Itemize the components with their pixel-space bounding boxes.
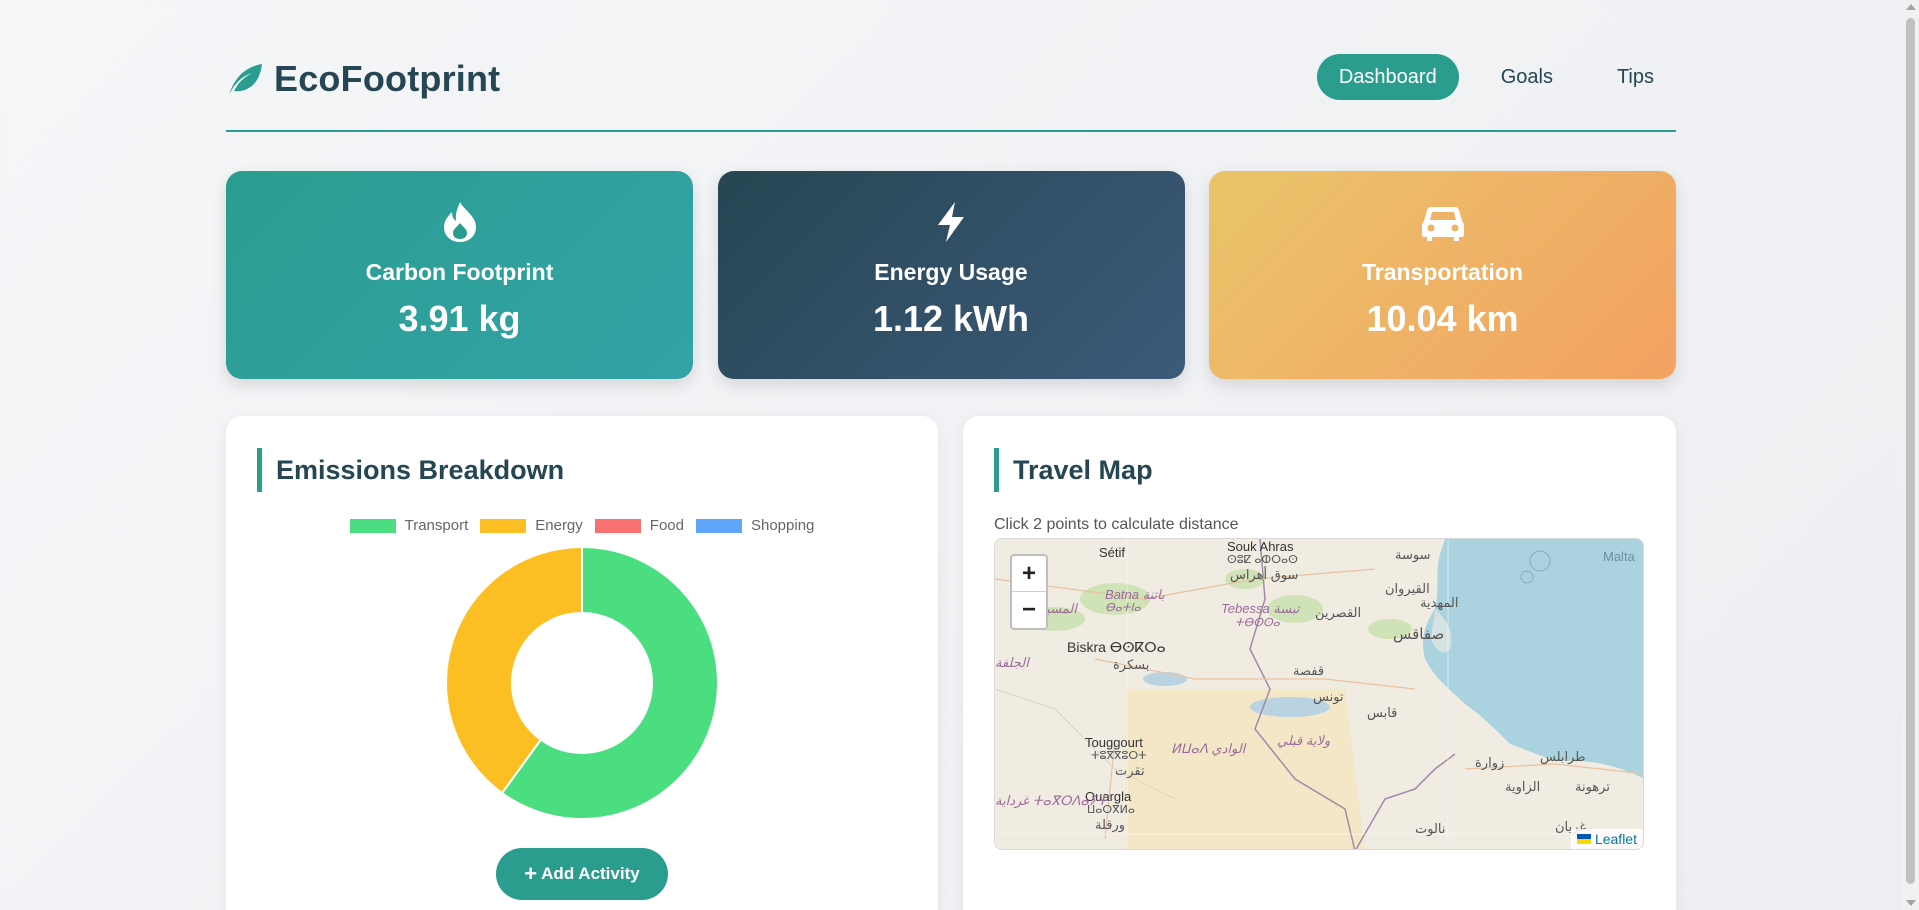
nav-dashboard[interactable]: Dashboard: [1316, 54, 1459, 100]
plus-icon: +: [524, 861, 538, 886]
card-value: 1.12 kWh: [872, 298, 1030, 339]
zoom-in-button[interactable]: +: [1012, 556, 1046, 592]
card-label: Energy Usage: [874, 259, 1028, 285]
map-label: سوق أهراس: [1230, 567, 1299, 582]
map-label: القصرين: [1315, 605, 1362, 620]
map-label: ⴱⴰⵜⵏⴰ: [1105, 602, 1141, 614]
map-label: بسكرة: [1113, 657, 1150, 672]
emissions-donut-chart: [445, 546, 719, 820]
legend-item[interactable]: Food: [594, 517, 684, 534]
header: EcoFootprint Dashboard Goals Tips: [226, 48, 1676, 132]
legend-swatch: [594, 518, 641, 533]
scroll-thumb[interactable]: [1906, 18, 1915, 884]
legend-item[interactable]: Energy: [480, 517, 583, 534]
map-label: ⵍⵡⴰⴷ الوادي: [1171, 741, 1246, 756]
bolt-icon: [718, 201, 1185, 243]
map-label: ⵜⵓⴳⴳⵓⵔⵜ: [1091, 750, 1147, 762]
emissions-title: Emissions Breakdown: [257, 448, 564, 492]
chart-legend: Transport Energy Food Shopping: [226, 517, 938, 534]
map-label: تقرت: [1115, 763, 1145, 778]
travel-map-title: Travel Map: [994, 448, 1153, 492]
scrollbar[interactable]: [1902, 0, 1919, 910]
legend-swatch: [480, 518, 527, 533]
map-label: غرداية ⵜⴰⴳⵔⴷⴰⵢⵜ: [995, 793, 1107, 808]
emissions-panel: Emissions Breakdown Transport Energy Food S…: [226, 416, 938, 910]
map-label: المهدية: [1420, 595, 1459, 610]
add-activity-label: Add Activity: [541, 864, 640, 883]
donut-slice-transport[interactable]: [500, 546, 719, 820]
map-label: زوارة: [1475, 755, 1505, 770]
legend-label: Transport: [404, 517, 469, 534]
map-label: الزاوية: [1505, 779, 1541, 794]
map-label: ترهونة: [1575, 779, 1610, 794]
carbon-footprint-card: Carbon Footprint 3.91 kg: [226, 171, 693, 379]
car-icon: [1209, 201, 1676, 243]
card-label: Transportation: [1361, 259, 1523, 285]
legend-label: Energy: [535, 517, 583, 534]
main-nav: Dashboard Goals Tips: [1297, 54, 1676, 100]
brand[interactable]: EcoFootprint: [226, 58, 500, 100]
map-label: Souk Ahras: [1227, 539, 1294, 554]
attribution-text: Leaflet: [1594, 831, 1637, 847]
zoom-out-button[interactable]: −: [1021, 596, 1036, 623]
scroll-down-icon[interactable]: [1906, 900, 1916, 906]
map-label: Tebessa تبسة: [1221, 601, 1300, 616]
flame-icon: [226, 201, 693, 243]
transportation-card: Transportation 10.04 km: [1209, 171, 1676, 379]
ukraine-flag-icon: [1576, 834, 1591, 844]
map-label: تونس: [1313, 689, 1344, 704]
map-label: Biskra ⴱⵙⴽⵔⴰ: [1067, 639, 1166, 655]
app-title: EcoFootprint: [274, 58, 501, 99]
map-hint: Click 2 points to calculate distance: [994, 516, 1239, 533]
map-label: ⵡⴰⵔⴳⵍⴰ: [1087, 804, 1135, 816]
stat-cards: Carbon Footprint 3.91 kg Energy Usage 1.…: [226, 171, 1676, 379]
legend-swatch: [349, 518, 396, 533]
nav-goals[interactable]: Goals: [1500, 66, 1553, 88]
add-activity-button[interactable]: + Add Activity: [496, 848, 668, 900]
travel-map-panel: Travel Map Click 2 points to calculate d…: [963, 416, 1676, 910]
card-value: 3.91 kg: [398, 298, 521, 339]
leaflet-attribution-link[interactable]: Leaflet: [1570, 829, 1643, 849]
legend-item[interactable]: Shopping: [695, 517, 815, 534]
nav-tips[interactable]: Tips: [1616, 66, 1654, 88]
map-tiles: [995, 539, 1643, 849]
donut-slice-energy[interactable]: [445, 546, 583, 795]
map-label: قابس: [1367, 705, 1398, 720]
map-label: ورقلة: [1095, 817, 1126, 832]
map-label: ولاية قبلي: [1277, 733, 1331, 748]
map-label: Touggourt: [1085, 735, 1143, 750]
map-label: صفاقس: [1393, 626, 1445, 643]
map-label: القيروان: [1385, 581, 1430, 596]
legend-item[interactable]: Transport: [349, 517, 469, 534]
map-label: نالوت: [1415, 821, 1446, 836]
map-label: سوسة: [1395, 547, 1431, 562]
map-label: قفصة: [1293, 663, 1325, 678]
map-label: ⵜⴱⵙⵙⴰ: [1235, 617, 1280, 629]
page: EcoFootprint Dashboard Goals Tips Carbon…: [226, 0, 1676, 910]
legend-swatch: [695, 518, 742, 533]
legend-label: Food: [649, 517, 684, 534]
scroll-up-icon[interactable]: [1906, 4, 1916, 10]
map-label: الجلفة: [995, 655, 1029, 670]
map-label: ⵙⵓⵇ ⴰⵀⵔⴰⵙ: [1227, 554, 1298, 566]
card-value: 10.04 km: [1366, 298, 1519, 339]
map-label: Ouargla: [1085, 789, 1132, 804]
leaf-icon: [226, 61, 264, 97]
zoom-control: + −: [1010, 554, 1048, 630]
map-label: Malta: [1603, 549, 1635, 564]
legend-label: Shopping: [750, 517, 815, 534]
map-label: طرابلس: [1540, 749, 1586, 764]
travel-map[interactable]: Sétif Souk Ahras ⵙⵓⵇ ⴰⵀⵔⴰⵙ سوق أهراس سوس…: [994, 538, 1644, 850]
energy-usage-card: Energy Usage 1.12 kWh: [717, 171, 1185, 379]
map-label: Batna باتنة: [1105, 587, 1165, 602]
map-label: Sétif: [1099, 545, 1126, 560]
card-label: Carbon Footprint: [365, 259, 554, 285]
